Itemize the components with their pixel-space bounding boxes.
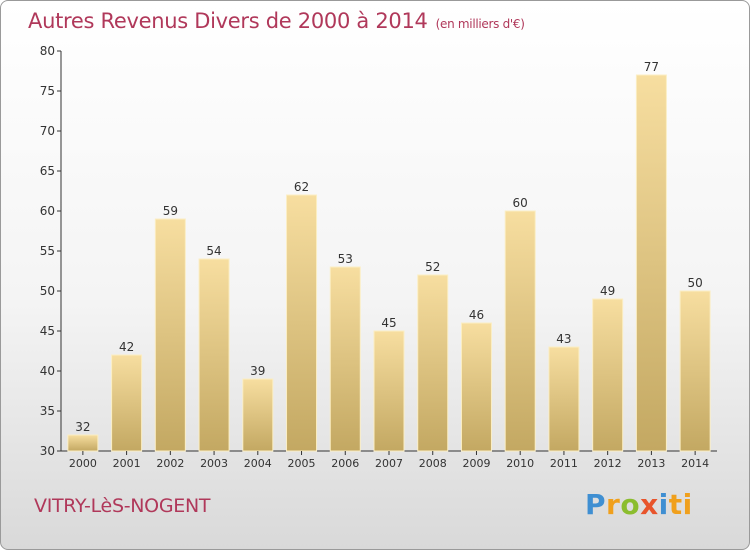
y-tick-label: 70 — [40, 124, 55, 138]
y-tick-label: 50 — [40, 284, 55, 298]
y-tick-label: 60 — [40, 204, 55, 218]
bar-value-label: 54 — [206, 244, 221, 258]
chart-unit-label: (en milliers d'€) — [435, 17, 525, 31]
y-tick-label: 45 — [40, 324, 55, 338]
x-tick-label: 2004 — [244, 457, 272, 470]
logo-letter: r — [606, 488, 621, 521]
bar-value-label: 32 — [75, 420, 90, 434]
bar-value-label: 50 — [687, 276, 702, 290]
x-tick-label: 2002 — [156, 457, 184, 470]
x-tick-label: 2008 — [419, 457, 447, 470]
bar — [111, 354, 143, 452]
bar — [286, 194, 318, 452]
x-tick-label: 2000 — [69, 457, 97, 470]
y-tick-label: 30 — [40, 444, 55, 458]
bar-value-label: 59 — [163, 204, 178, 218]
y-tick-label: 80 — [40, 44, 55, 58]
bar — [417, 274, 449, 452]
bar — [679, 290, 711, 452]
bar-value-label: 39 — [250, 364, 265, 378]
y-tick-label: 55 — [40, 244, 55, 258]
bar-value-label: 62 — [294, 180, 309, 194]
x-tick-label: 2013 — [637, 457, 665, 470]
bar — [242, 378, 274, 452]
bar — [67, 434, 99, 452]
plot-area: 30 35 40 45 50 55 60 65 70 75 80 32 2000 42 2001 59 2002… — [40, 44, 717, 470]
bar — [373, 330, 405, 452]
logo-letter: i — [658, 488, 669, 521]
bar-value-label: 77 — [644, 60, 659, 74]
bar-value-label: 45 — [381, 316, 396, 330]
city-name: VITRY-LèS-NOGENT — [34, 495, 211, 517]
bar-value-label: 52 — [425, 260, 440, 274]
logo-letter: o — [620, 488, 641, 521]
logo-letter: P — [585, 488, 607, 521]
proxiti-logo: Proxiti — [585, 488, 693, 521]
bar — [592, 298, 624, 452]
x-tick-label: 2012 — [594, 457, 622, 470]
bar — [329, 266, 361, 452]
x-tick-label: 2014 — [681, 457, 709, 470]
x-tick-label: 2003 — [200, 457, 228, 470]
x-tick-label: 2005 — [288, 457, 316, 470]
bar-value-label: 46 — [469, 308, 484, 322]
x-tick-label: 2011 — [550, 457, 578, 470]
bar-value-label: 43 — [556, 332, 571, 346]
x-tick-label: 2009 — [462, 457, 490, 470]
bar — [198, 258, 230, 452]
bar-value-label: 53 — [338, 252, 353, 266]
x-tick-label: 2010 — [506, 457, 534, 470]
x-tick-label: 2006 — [331, 457, 359, 470]
chart-title-text: Autres Revenus Divers de 2000 à 2014 — [28, 9, 428, 33]
bar-value-label: 49 — [600, 284, 615, 298]
bar — [460, 322, 492, 452]
y-tick-label: 35 — [40, 404, 55, 418]
logo-letter: ti — [668, 488, 693, 521]
y-tick-label: 65 — [40, 164, 55, 178]
bar — [504, 210, 536, 452]
bar-value-label: 60 — [513, 196, 528, 210]
bar — [635, 74, 667, 452]
y-tick-label: 75 — [40, 84, 55, 98]
y-tick-label: 40 — [40, 364, 55, 378]
bar-value-label: 42 — [119, 340, 134, 354]
x-tick-label: 2001 — [113, 457, 141, 470]
x-tick-label: 2007 — [375, 457, 403, 470]
logo-letter: x — [640, 488, 659, 521]
bar — [154, 218, 186, 452]
bar — [548, 346, 580, 452]
chart-title: Autres Revenus Divers de 2000 à 2014 (en … — [28, 9, 525, 33]
